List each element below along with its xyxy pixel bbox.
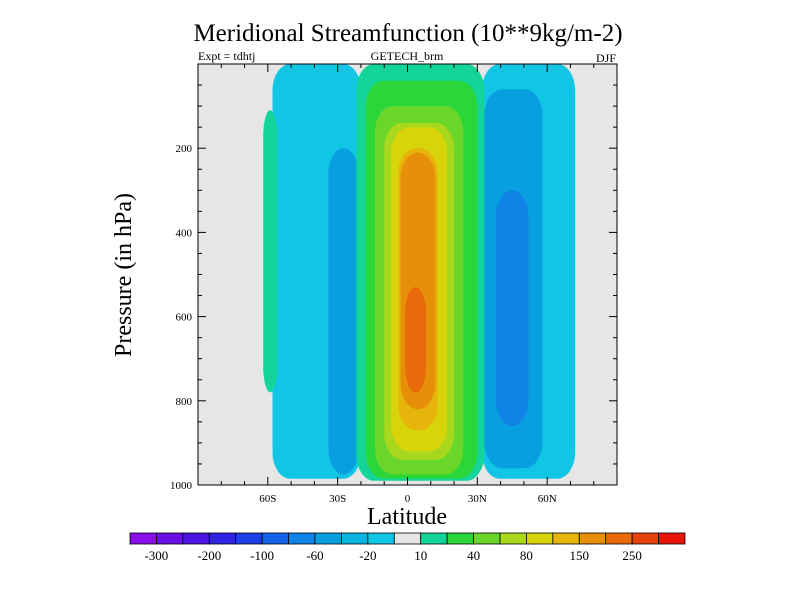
colorbar-swatch	[341, 532, 369, 545]
colorbar-label: 10	[414, 548, 427, 563]
colorbar-label: -60	[306, 548, 323, 563]
colorbar-swatch	[631, 532, 659, 545]
colorbar-swatch	[288, 532, 316, 545]
colorbar-swatch	[367, 532, 395, 545]
x-tick-label: 0	[405, 493, 411, 505]
x-axis-label: Latitude	[367, 504, 447, 530]
contour-region-north-cell-core	[496, 190, 529, 427]
colorbar-swatch	[658, 532, 686, 545]
colorbar-swatch	[446, 532, 474, 545]
contour-regions	[263, 64, 576, 481]
colorbar-label: 150	[570, 548, 590, 563]
season-label: DJF	[596, 51, 616, 65]
colorbar-label: -300	[144, 548, 168, 563]
y-tick-label: 200	[176, 143, 193, 155]
y-tick-label: 600	[176, 312, 193, 324]
colorbar: -300 -200 -100 -60 -20 10 40 80 150 250	[129, 532, 686, 563]
colorbar-label: 80	[520, 548, 533, 563]
colorbar-swatch	[605, 532, 633, 545]
x-tick-label: 60N	[538, 493, 557, 505]
colorbar-swatch	[156, 532, 184, 545]
colorbar-swatch	[129, 532, 157, 545]
colorbar-swatch	[208, 532, 237, 545]
contour-region-hadley-200	[405, 287, 427, 393]
colorbar-label: 40	[467, 548, 480, 563]
dataset-label: GETECH_brm	[371, 49, 444, 63]
y-tick-label: 1000	[170, 480, 193, 492]
colorbar-swatch	[499, 532, 527, 545]
colorbar-swatch	[182, 532, 210, 545]
colorbar-swatch	[578, 532, 607, 545]
x-tick-label: 30S	[329, 493, 346, 505]
contour-region-south-strip	[263, 110, 278, 393]
contour-region-south-cell-core	[328, 148, 359, 475]
y-axis-label: Pressure (in hPa)	[111, 193, 137, 357]
colorbar-swatch	[526, 532, 554, 545]
chart-title: Meridional Streamfunction (10**9kg/m-2)	[193, 20, 622, 47]
colorbar-swatch	[235, 532, 263, 545]
colorbar-swatch	[473, 532, 501, 545]
colorbar-label: -200	[197, 548, 221, 563]
y-tick-label: 400	[176, 227, 193, 239]
axis-ticks: 60S 30S 0 30N 60N 200 400 600 800 1000	[170, 64, 617, 505]
colorbar-label: -100	[250, 548, 274, 563]
colorbar-swatch	[420, 532, 448, 545]
colorbar-label: -20	[359, 548, 376, 563]
colorbar-swatch	[261, 532, 289, 545]
colorbar-swatch	[393, 532, 422, 545]
x-tick-label: 60S	[259, 493, 276, 505]
y-tick-label: 800	[176, 396, 193, 408]
colorbar-label: 250	[622, 548, 642, 563]
experiment-label: Expt = tdhtj	[198, 49, 255, 63]
plot-frame	[197, 63, 618, 486]
x-tick-label: 30N	[468, 493, 487, 505]
colorbar-swatch	[552, 532, 580, 545]
colorbar-swatch	[314, 532, 342, 545]
